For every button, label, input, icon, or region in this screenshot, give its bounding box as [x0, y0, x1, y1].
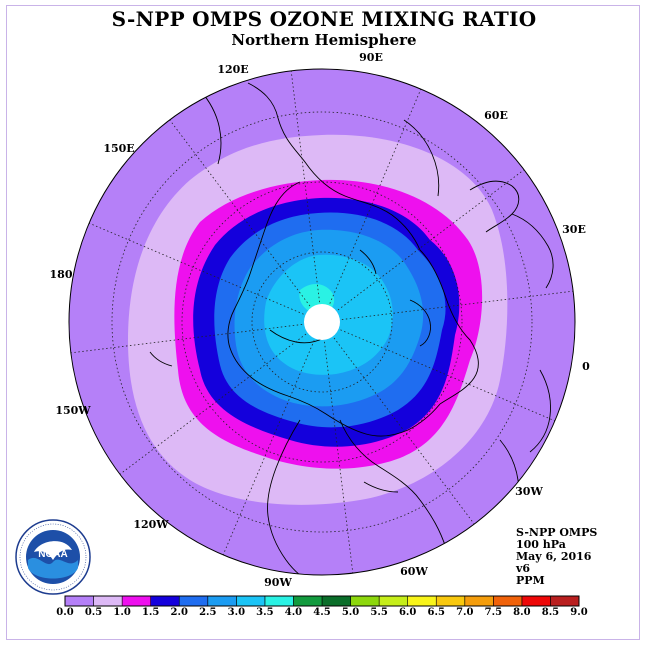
color-scale-swatch: [435, 595, 466, 607]
color-scale-label: 1.5: [141, 607, 160, 618]
color-scale-swatch: [521, 595, 551, 607]
color-scale-swatch: [93, 595, 123, 607]
color-scale-bar: [64, 595, 580, 607]
color-scale-label: 2.5: [199, 607, 217, 618]
lon-label-60w: 60W: [400, 565, 428, 578]
color-scale-border: [64, 595, 580, 607]
color-scale-swatch: [321, 595, 351, 607]
noaa-logo-text: NOAA: [38, 549, 67, 560]
figure-frame: [6, 5, 640, 640]
lon-label-90e: 90E: [359, 51, 383, 64]
lon-label-120w: 120W: [133, 518, 169, 531]
product-info: S-NPP OMPS 100 hPa May 6, 2016 v6 PPM: [516, 527, 597, 587]
color-scale-label: 3.5: [256, 607, 274, 618]
map-subtitle: Northern Hemisphere: [231, 31, 417, 49]
color-scale-label: 2.0: [170, 607, 188, 618]
lon-label-60e: 60E: [484, 109, 508, 122]
map-boundary: [68, 68, 576, 576]
info-level: 100 hPa: [516, 538, 566, 551]
color-scale-swatch: [378, 595, 408, 607]
color-scale-labels: 0.0 0.5 1.0 1.5 2.0 2.5 3.0 3.5 4.0 4.5 5.0 5.5 6.0 6…: [0, 607, 648, 621]
color-scale-label: 7.5: [484, 607, 503, 618]
color-scale-label: 4.0: [284, 607, 303, 618]
lon-label-30w: 30W: [515, 485, 543, 498]
info-date: May 6, 2016: [516, 550, 592, 563]
color-scale-label: 3.0: [227, 607, 246, 618]
color-scale-swatch: [464, 595, 494, 607]
noaa-logo-icon: NOAA: [14, 518, 92, 596]
color-scale-swatch: [493, 595, 523, 607]
color-scale-label: 1.0: [113, 607, 131, 618]
color-scale-swatch: [64, 595, 94, 607]
pole-no-data: [304, 304, 340, 340]
color-scale-swatch: [207, 595, 237, 607]
info-version: v6: [516, 562, 531, 575]
color-scale-swatch: [121, 595, 151, 607]
color-scale-label: 5.0: [341, 607, 360, 618]
lon-label-150w: 150W: [55, 404, 91, 417]
color-scale-swatch: [293, 595, 323, 607]
lon-label-90w: 90W: [264, 576, 292, 589]
color-scale-label: 4.5: [313, 607, 331, 618]
color-scale-label: 0.0: [56, 607, 74, 618]
color-scale-label: 5.5: [370, 607, 388, 618]
lon-label-120e: 120E: [217, 63, 248, 76]
lon-label-0: 0: [582, 360, 590, 373]
color-scale-label: 0.5: [84, 607, 103, 618]
color-scale-label: 8.0: [513, 607, 531, 618]
color-scale-swatch: [264, 595, 294, 607]
color-scale-swatch: [407, 595, 437, 607]
color-scale-swatch: [550, 595, 580, 607]
lon-label-180: 180: [50, 268, 73, 281]
color-scale-swatch: [236, 595, 266, 607]
color-scale-label: 6.0: [398, 607, 417, 618]
color-scale-label: 6.5: [427, 607, 445, 618]
lon-label-30e: 30E: [562, 223, 586, 236]
color-scale-swatch: [350, 595, 380, 607]
longitude-labels: 90E 60E 30E 0 30W 60W 90W 120W 150W 180 …: [50, 51, 591, 589]
info-instrument: S-NPP OMPS: [516, 526, 598, 539]
map-title: S-NPP OMPS OZONE MIXING RATIO: [111, 7, 537, 31]
lon-label-150e: 150E: [103, 142, 134, 155]
graticule: [111, 111, 533, 533]
color-scale-label: 8.5: [541, 607, 560, 618]
color-scale-label: 9.0: [570, 607, 588, 618]
color-scale-label: 7.0: [456, 607, 474, 618]
color-scale-swatch: [178, 595, 209, 607]
info-units: PPM: [516, 574, 545, 587]
color-scale-swatch: [150, 595, 180, 607]
